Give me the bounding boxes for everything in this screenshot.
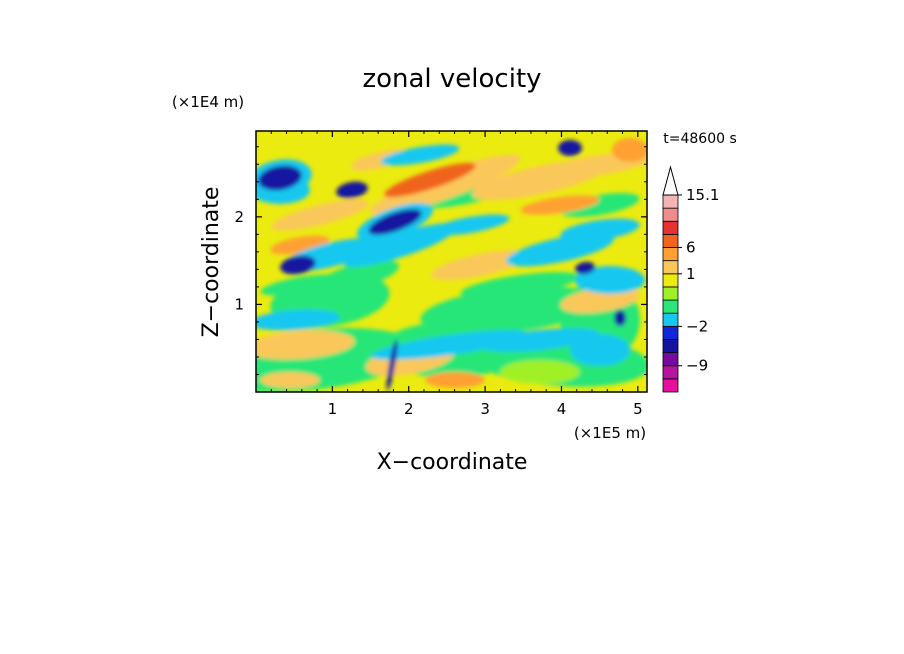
field-contour bbox=[370, 330, 530, 360]
colorbar-segment bbox=[662, 312, 679, 327]
velocity-field bbox=[256, 131, 647, 392]
chart-title: zonal velocity bbox=[362, 64, 541, 94]
colorbar-segment bbox=[662, 207, 679, 222]
colorbar-segment bbox=[662, 220, 679, 235]
x-axis-ticks: 1 2 3 4 5 bbox=[270, 131, 643, 418]
field-contour bbox=[612, 138, 647, 162]
x-axis-unit: (×1E5 m) bbox=[574, 424, 646, 442]
colorbar-segment bbox=[662, 339, 679, 354]
colorbar-segment bbox=[662, 365, 679, 380]
field-contour bbox=[560, 218, 640, 242]
field-contour bbox=[570, 334, 630, 366]
x-tick-label: 3 bbox=[480, 400, 490, 418]
field-contour bbox=[575, 266, 645, 294]
field-contour bbox=[386, 339, 398, 391]
field-contour bbox=[460, 272, 580, 298]
field-contour bbox=[256, 330, 355, 360]
field-contour bbox=[260, 274, 340, 296]
field-contour bbox=[380, 144, 460, 166]
field-contour bbox=[384, 162, 476, 198]
y-axis-label: Z−coordinate bbox=[199, 187, 224, 338]
colorbar-segment bbox=[662, 299, 679, 314]
field-contour bbox=[431, 250, 529, 280]
field-contour bbox=[430, 214, 510, 236]
colorbar-label: −9 bbox=[686, 357, 708, 375]
plot-area bbox=[255, 130, 648, 393]
field-contour bbox=[321, 259, 399, 291]
plot-frame bbox=[255, 130, 648, 393]
field-contour bbox=[258, 165, 302, 191]
colorbar-label: 6 bbox=[686, 239, 696, 257]
field-contour bbox=[614, 310, 626, 326]
y-tick-label: 1 bbox=[234, 295, 244, 313]
colorbar-label: 15.1 bbox=[686, 186, 719, 204]
y-axis-ticks: 12 bbox=[234, 146, 647, 375]
x-tick-label: 1 bbox=[328, 400, 338, 418]
colorbar-segment bbox=[662, 325, 679, 340]
field-contour bbox=[368, 209, 422, 235]
colorbar-segment bbox=[662, 260, 679, 275]
colorbar-label: 1 bbox=[686, 265, 696, 283]
colorbar-segment bbox=[662, 194, 679, 209]
field-contour bbox=[260, 372, 320, 388]
field-contour bbox=[256, 309, 340, 331]
colorbar-segment bbox=[662, 352, 679, 367]
colorbar-segment bbox=[662, 286, 679, 301]
field-contour bbox=[520, 195, 600, 215]
x-axis-label: X−coordinate bbox=[377, 450, 528, 475]
field-contour bbox=[369, 154, 521, 216]
field-contour bbox=[420, 286, 600, 334]
colorbar-segment bbox=[662, 247, 679, 262]
field-contour bbox=[336, 181, 368, 199]
field-contour bbox=[500, 360, 580, 384]
x-tick-label: 2 bbox=[404, 400, 414, 418]
field-contour bbox=[280, 255, 316, 275]
time-label: t=48600 s bbox=[663, 131, 737, 147]
colorbar-segment bbox=[662, 273, 679, 288]
field-contour bbox=[575, 261, 595, 275]
field-contour bbox=[560, 192, 640, 218]
field-contour bbox=[342, 223, 458, 267]
y-tick-label: 2 bbox=[234, 208, 244, 226]
field-contour bbox=[506, 233, 614, 267]
colorbar: 15.1 6 1 −2 −9 bbox=[662, 165, 719, 393]
colorbar-segment bbox=[662, 378, 679, 393]
field-contour bbox=[558, 140, 582, 156]
x-tick-label: 5 bbox=[633, 400, 643, 418]
y-axis-unit: (×1E4 m) bbox=[172, 93, 244, 111]
x-tick-label: 4 bbox=[557, 400, 567, 418]
field-contour bbox=[270, 235, 330, 255]
field-contour bbox=[480, 328, 600, 352]
field-contour bbox=[425, 372, 485, 388]
colorbar-segment bbox=[662, 233, 679, 248]
colorbar-extend-max bbox=[662, 165, 679, 196]
field-contour bbox=[560, 286, 640, 314]
field-contour bbox=[256, 328, 420, 392]
colorbar-label: −2 bbox=[686, 317, 708, 335]
field-contour bbox=[271, 199, 369, 231]
